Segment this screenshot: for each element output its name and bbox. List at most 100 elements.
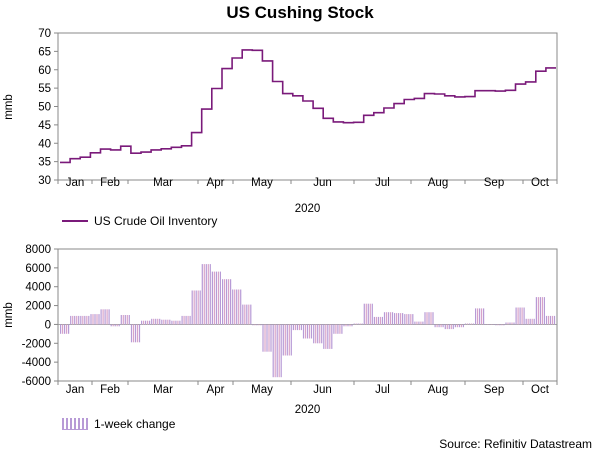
weekly-change-bar <box>191 290 201 325</box>
weekly-change-legend-label: 1-week change <box>94 417 176 431</box>
weekly-change-bar <box>373 316 383 325</box>
bot-y-tick-label: 6000 <box>25 263 51 275</box>
weekly-change-bar <box>535 297 545 325</box>
weekly-change-bar <box>333 324 343 334</box>
weekly-change-plot-area <box>57 248 558 382</box>
weekly-change-bar <box>201 264 211 325</box>
weekly-change-bar <box>545 315 556 325</box>
top-y-tick-label: 60 <box>38 65 51 77</box>
weekly-change-bar <box>151 318 161 325</box>
weekly-change-bar <box>394 313 404 325</box>
bot-y-tick-label: 4000 <box>25 282 51 294</box>
weekly-change-bar <box>495 324 505 326</box>
weekly-change-bar <box>262 324 272 352</box>
top-x-tick-label: Apr <box>207 177 225 189</box>
bot-x-tick-label: Apr <box>207 384 225 396</box>
bot-y-tick-label: -6000 <box>22 376 51 388</box>
weekly-change-x-axis-label: 2020 <box>295 404 321 416</box>
weekly-change-bar <box>232 289 242 325</box>
top-y-tick-label: 65 <box>38 46 51 58</box>
bot-y-tick-label: -2000 <box>22 338 51 350</box>
inventory-series-line <box>60 49 556 164</box>
weekly-change-bar <box>343 324 353 327</box>
top-y-tick-label: 50 <box>38 102 51 114</box>
weekly-change-bar <box>181 315 191 325</box>
weekly-change-bar <box>323 324 333 349</box>
bot-x-tick-label: Jan <box>66 384 85 396</box>
weekly-change-bar <box>464 323 475 325</box>
weekly-change-y-axis-label: mmb <box>3 302 15 328</box>
top-x-tick-label: Sep <box>484 177 504 189</box>
weekly-change-bar <box>302 324 313 339</box>
top-y-tick-label: 30 <box>38 175 51 187</box>
weekly-change-bar <box>434 324 444 328</box>
weekly-change-bar <box>70 315 80 325</box>
weekly-change-bar <box>60 324 70 334</box>
weekly-change-bar <box>292 324 302 331</box>
weekly-change-bar <box>282 324 292 356</box>
inventory-legend-label: US Crude Oil Inventory <box>94 214 218 228</box>
weekly-change-bar <box>525 318 535 325</box>
weekly-change-bar <box>515 307 525 325</box>
bot-x-tick-label: Mar <box>153 384 173 396</box>
bot-x-tick-label: Jul <box>375 384 390 396</box>
weekly-change-bar <box>404 314 414 325</box>
weekly-change-bar <box>424 312 434 325</box>
weekly-change-bar <box>313 324 323 344</box>
weekly-change-bar <box>353 323 363 325</box>
weekly-change-bar <box>100 309 110 325</box>
weekly-change-bar <box>171 320 181 325</box>
weekly-change-bar <box>130 324 141 343</box>
top-x-tick-label: Jan <box>66 177 85 189</box>
bot-x-tick-label: Sep <box>484 384 504 396</box>
weekly-change-bar <box>242 304 252 325</box>
bot-x-tick-label: Aug <box>428 384 448 396</box>
top-y-tick-label: 35 <box>38 157 51 169</box>
inventory-y-axis-label: mmb <box>3 94 15 120</box>
top-x-tick-label: Feb <box>100 177 120 189</box>
weekly-change-bar <box>161 319 171 325</box>
inventory-plot-area <box>57 32 558 181</box>
top-y-tick-label: 70 <box>38 28 51 40</box>
weekly-change-bar <box>383 312 394 325</box>
weekly-change-bar <box>90 314 100 325</box>
weekly-change-bar <box>414 321 424 325</box>
weekly-change-bar <box>363 303 373 325</box>
weekly-change-bar <box>454 324 464 328</box>
weekly-change-legend: 1-week change <box>62 417 175 431</box>
top-x-tick-label: Jun <box>313 177 332 189</box>
bot-y-tick-label: 8000 <box>25 244 51 256</box>
weekly-change-bar-chart: 8000 6000 4000 2000 0 -2000 -4000 -6000 Jan Feb M… <box>3 244 558 416</box>
weekly-change-bar <box>211 271 221 325</box>
chart-title: US Cushing Stock <box>226 3 374 22</box>
top-x-tick-label: Mar <box>153 177 173 189</box>
top-y-tick-label: 40 <box>38 138 51 150</box>
bot-x-tick-label: Oct <box>531 384 550 396</box>
weekly-change-bar <box>222 279 232 325</box>
bot-y-tick-label: 0 <box>45 319 51 331</box>
weekly-change-bar <box>110 324 120 327</box>
bot-y-tick-label: 2000 <box>25 301 51 313</box>
top-y-tick-label: 55 <box>38 83 51 95</box>
weekly-change-bar <box>120 315 130 325</box>
weekly-change-legend-swatch <box>62 418 88 430</box>
source-note: Source: Refinitiv Datastream <box>439 437 592 451</box>
bot-y-tick-label: -4000 <box>22 357 51 369</box>
bot-x-tick-label: Feb <box>100 384 120 396</box>
top-x-tick-label: Jul <box>375 177 390 189</box>
weekly-change-bar <box>272 324 282 378</box>
weekly-change-bar <box>475 308 485 325</box>
weekly-change-bar <box>252 324 262 326</box>
top-x-tick-label: Oct <box>531 177 550 189</box>
weekly-change-bar <box>80 315 90 325</box>
weekly-change-bar <box>505 322 515 325</box>
weekly-change-bar <box>485 324 495 325</box>
weekly-change-bar <box>444 324 454 330</box>
inventory-line-chart: 70 65 60 55 50 45 40 35 30 Jan Feb Mar Apr May Jun Jul… <box>3 28 558 215</box>
inventory-legend-swatch <box>62 220 88 222</box>
top-x-tick-label: Aug <box>428 177 448 189</box>
inventory-legend: US Crude Oil Inventory <box>62 214 217 228</box>
bot-x-tick-label: Jun <box>313 384 332 396</box>
top-y-tick-label: 45 <box>38 120 51 132</box>
